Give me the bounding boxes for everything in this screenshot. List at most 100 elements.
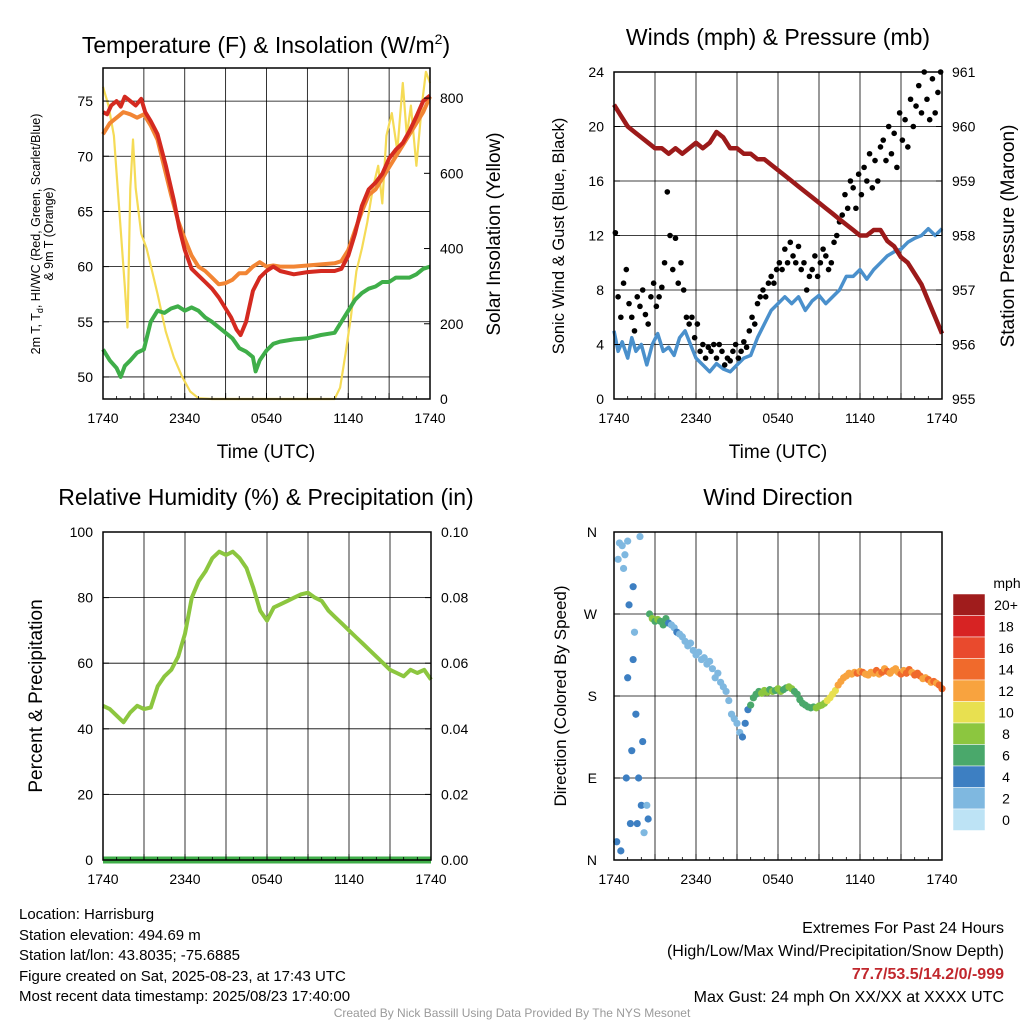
- gust-point: [754, 300, 761, 307]
- wind-direction-point: [640, 829, 648, 837]
- gust-point: [730, 348, 736, 355]
- colorbar-label: 4: [1002, 769, 1010, 785]
- gust-point: [894, 164, 900, 171]
- gust-point: [910, 123, 917, 130]
- gust-point: [885, 123, 892, 130]
- y-right-tick-label: 961: [952, 64, 976, 80]
- y-tick-label: 65: [77, 203, 93, 219]
- wind-direction-point: [629, 655, 637, 664]
- gust-point: [918, 110, 925, 116]
- gust-point: [768, 273, 774, 280]
- y-right-tick-label: 955: [952, 391, 976, 407]
- humidity-grid: [103, 532, 431, 860]
- colorbar-label: 2: [1002, 791, 1010, 807]
- x-tick-label: 1140: [845, 871, 875, 887]
- gust-point: [869, 185, 876, 191]
- gust-point: [686, 321, 692, 327]
- y-right-tick-label: 957: [952, 282, 976, 298]
- x-tick-label: 1140: [333, 410, 363, 426]
- gust-point: [765, 280, 772, 286]
- wind-direction-point: [659, 621, 667, 629]
- gust-point: [883, 157, 889, 164]
- colorbar-label: 16: [998, 640, 1014, 656]
- gust-point: [680, 287, 687, 293]
- gust-point: [907, 96, 914, 103]
- colorbar-label: 0: [1002, 812, 1010, 828]
- x-tick-label: 1740: [415, 871, 446, 887]
- x-tick-label: 1740: [926, 871, 957, 887]
- gust-point: [650, 280, 657, 286]
- gust-point: [877, 144, 884, 150]
- colorbar-label: 20+: [994, 597, 1018, 613]
- wind-direction-point: [630, 628, 639, 636]
- gust-point: [792, 259, 799, 266]
- x-tick-label: 0540: [251, 410, 282, 426]
- extremes-legend: (High/Low/Max Wind/Precipitation/Snow De…: [666, 943, 1004, 960]
- credit-line: Created By Nick Bassill Using Data Provi…: [333, 1006, 691, 1020]
- wind-direction-point: [747, 701, 755, 709]
- direction-tick-label: N: [587, 524, 597, 540]
- gust-point: [825, 266, 832, 273]
- y-right-tick-label: 958: [952, 228, 976, 244]
- colorbar-label: 14: [998, 662, 1014, 678]
- gust-point: [749, 314, 755, 321]
- humidity-y-axis-label: Percent & Precipitation: [26, 599, 47, 792]
- y-right-tick-label: 0.04: [441, 721, 468, 737]
- gust-point: [648, 294, 654, 300]
- gust-point: [710, 341, 717, 348]
- wind-direction-point: [700, 654, 708, 662]
- gust-point: [727, 358, 733, 364]
- temperature-plot-frame: [102, 67, 431, 400]
- gust-point: [678, 259, 684, 266]
- gust-point: [803, 287, 810, 293]
- wind-direction-point: [708, 665, 717, 673]
- y-right-tick-label: 600: [440, 165, 464, 181]
- gust-point: [866, 150, 873, 157]
- y-right-tick-label: 400: [440, 241, 464, 257]
- speed-colorbar: 20+ 18 16 14 12 10 8 6 4 2 0: [952, 593, 1018, 831]
- wind-direction-point: [644, 815, 652, 823]
- gust-point: [656, 294, 662, 300]
- gust-point: [689, 314, 695, 321]
- figure-created: Figure created on Sat, 2025-08-23, at 17…: [19, 967, 346, 985]
- gust-point: [653, 303, 660, 310]
- gust-point: [831, 239, 837, 246]
- y-tick-label: 8: [596, 282, 604, 298]
- gust-point: [782, 246, 788, 252]
- y-right-tick-label: 956: [952, 337, 976, 353]
- gust-point: [746, 328, 753, 334]
- wind-direction-grid: [614, 532, 942, 860]
- gust-point: [795, 243, 802, 250]
- y-tick-label: 12: [588, 228, 604, 244]
- gust-point: [705, 344, 712, 351]
- gust-point: [842, 191, 848, 198]
- gust-point: [675, 280, 682, 286]
- wind-direction-point: [738, 733, 747, 741]
- humidity-panel-title: Relative Humidity (%) & Precipitation (i…: [58, 484, 473, 510]
- wind-direction-point: [741, 719, 749, 727]
- extremes-block: Extremes For Past 24 Hours (High/Low/Max…: [667, 917, 1004, 1009]
- gust-point: [743, 344, 750, 351]
- y-right-tick-label: 200: [440, 316, 464, 332]
- wind-direction-point: [793, 690, 801, 698]
- relative-humidity-line: [102, 549, 433, 725]
- wind-direction-point: [831, 686, 840, 695]
- colorbar-label: 12: [998, 683, 1014, 699]
- gust-point: [874, 178, 881, 184]
- gust-point: [637, 303, 643, 310]
- gust-point: [915, 82, 922, 89]
- gust-point: [888, 150, 895, 157]
- direction-tick-label: N: [587, 852, 597, 868]
- y-right-tick-label: 800: [440, 90, 464, 106]
- gust-point: [691, 334, 698, 341]
- gust-point: [700, 341, 706, 348]
- gust-point: [784, 259, 791, 266]
- gust-point: [828, 259, 835, 266]
- y-tick-label: 70: [77, 148, 93, 164]
- gust-point: [844, 205, 851, 212]
- gust-point: [855, 171, 862, 177]
- wind-direction-point: [614, 555, 622, 563]
- wind-direction-point: [633, 819, 641, 828]
- y-tick-label: 20: [588, 119, 604, 135]
- x-tick-label: 2340: [680, 410, 711, 426]
